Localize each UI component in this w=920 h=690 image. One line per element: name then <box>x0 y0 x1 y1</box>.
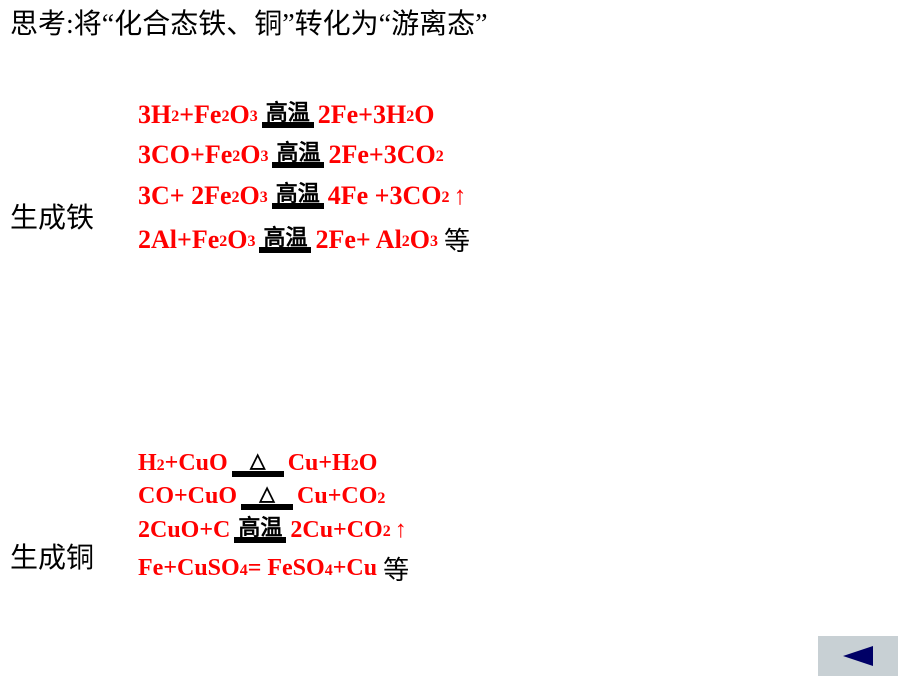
reaction-condition: △ <box>232 451 284 477</box>
reaction-condition: △ <box>241 484 293 510</box>
reaction-condition: 高温 <box>272 183 324 209</box>
equation-row: 2CuO+C高温2Cu+CO2↑ <box>138 516 409 544</box>
equation-row: 3C+ 2Fe2O3高温4Fe +3CO2↑ <box>138 180 470 211</box>
iron-equations: 3H2+Fe2O3高温2Fe+3H2O 3CO+Fe2O3高温2Fe+3CO2 3C… <box>138 100 470 258</box>
reaction-condition: 高温 <box>272 142 324 168</box>
nav-prev-button[interactable] <box>818 636 898 676</box>
copper-section-label: 生成铜 <box>10 536 94 576</box>
reaction-condition: 高温 <box>234 517 286 543</box>
equation-row: 3H2+Fe2O3高温2Fe+3H2O <box>138 100 470 130</box>
reaction-condition: 高温 <box>262 102 314 128</box>
equation-row: CO+CuO△Cu+CO2 <box>138 483 409 510</box>
iron-section-label: 生成铁 <box>10 196 94 236</box>
triangle-left-icon <box>841 644 875 668</box>
equation-row: Fe+CuSO4= FeSO4+Cu等 <box>138 550 409 587</box>
reaction-condition: 高温 <box>259 227 311 253</box>
equation-row: H2+CuO△Cu+H2O <box>138 450 409 477</box>
page-heading: 思考:将“化合态铁、铜”转化为“游离态” <box>10 6 570 44</box>
copper-equations: H2+CuO△Cu+H2O CO+CuO△Cu+CO2 2CuO+C高温2Cu+CO… <box>138 450 409 587</box>
equation-row: 2Al+Fe2O3高温2Fe+ Al2O3等 <box>138 221 470 258</box>
equation-row: 3CO+Fe2O3高温2Fe+3CO2 <box>138 140 470 170</box>
